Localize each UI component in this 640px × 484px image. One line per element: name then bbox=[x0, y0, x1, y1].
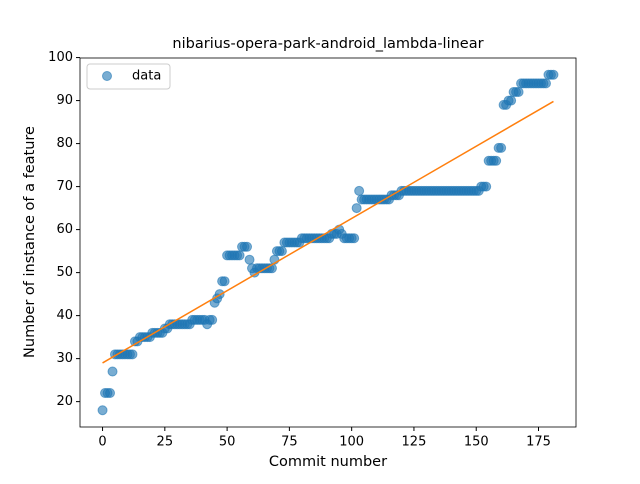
y-axis-label: Number of instance of a feature bbox=[22, 126, 38, 358]
x-tick-label: 0 bbox=[98, 435, 106, 450]
data-point bbox=[349, 233, 360, 244]
fit-line bbox=[102, 100, 554, 364]
x-tick-label: 50 bbox=[219, 435, 236, 450]
data-point bbox=[354, 185, 365, 196]
y-tick-label: 60 bbox=[56, 222, 73, 237]
data-point bbox=[491, 155, 502, 166]
x-tick-label: 125 bbox=[402, 435, 427, 450]
data-point bbox=[97, 405, 108, 416]
x-axis-label: Commit number bbox=[269, 454, 387, 470]
x-tick-label: 150 bbox=[464, 435, 489, 450]
y-tick-label: 20 bbox=[56, 394, 73, 409]
data-point bbox=[276, 246, 287, 257]
data-point bbox=[127, 349, 138, 360]
data-point bbox=[107, 366, 118, 377]
data-point bbox=[351, 203, 362, 214]
y-tick-label: 30 bbox=[56, 351, 73, 366]
data-point bbox=[244, 254, 255, 265]
x-tick-label: 100 bbox=[339, 435, 364, 450]
data-point bbox=[548, 69, 559, 80]
x-tick-label: 175 bbox=[526, 435, 551, 450]
y-tick-label: 50 bbox=[56, 265, 73, 280]
y-tick-label: 40 bbox=[56, 308, 73, 323]
data-point bbox=[219, 276, 230, 287]
y-tick-label: 80 bbox=[56, 136, 73, 151]
data-point bbox=[481, 181, 492, 192]
data-point bbox=[496, 142, 507, 153]
legend-box bbox=[86, 63, 171, 90]
data-point bbox=[105, 388, 116, 399]
x-tick-label: 25 bbox=[157, 435, 174, 450]
legend-marker bbox=[102, 71, 112, 81]
data-point bbox=[234, 250, 245, 261]
y-tick-label: 100 bbox=[48, 50, 73, 65]
data-point bbox=[242, 241, 253, 252]
y-tick-label: 90 bbox=[56, 93, 73, 108]
y-tick-label: 70 bbox=[56, 179, 73, 194]
legend-label: data bbox=[132, 69, 161, 84]
data-point bbox=[513, 86, 524, 97]
data-point bbox=[207, 314, 218, 325]
axes-frame bbox=[79, 57, 577, 428]
data-point bbox=[540, 78, 551, 89]
data-point bbox=[506, 95, 517, 106]
chart-title: nibarius-opera-park-android_lambda-linea… bbox=[172, 36, 483, 52]
x-tick-label: 75 bbox=[281, 435, 298, 450]
